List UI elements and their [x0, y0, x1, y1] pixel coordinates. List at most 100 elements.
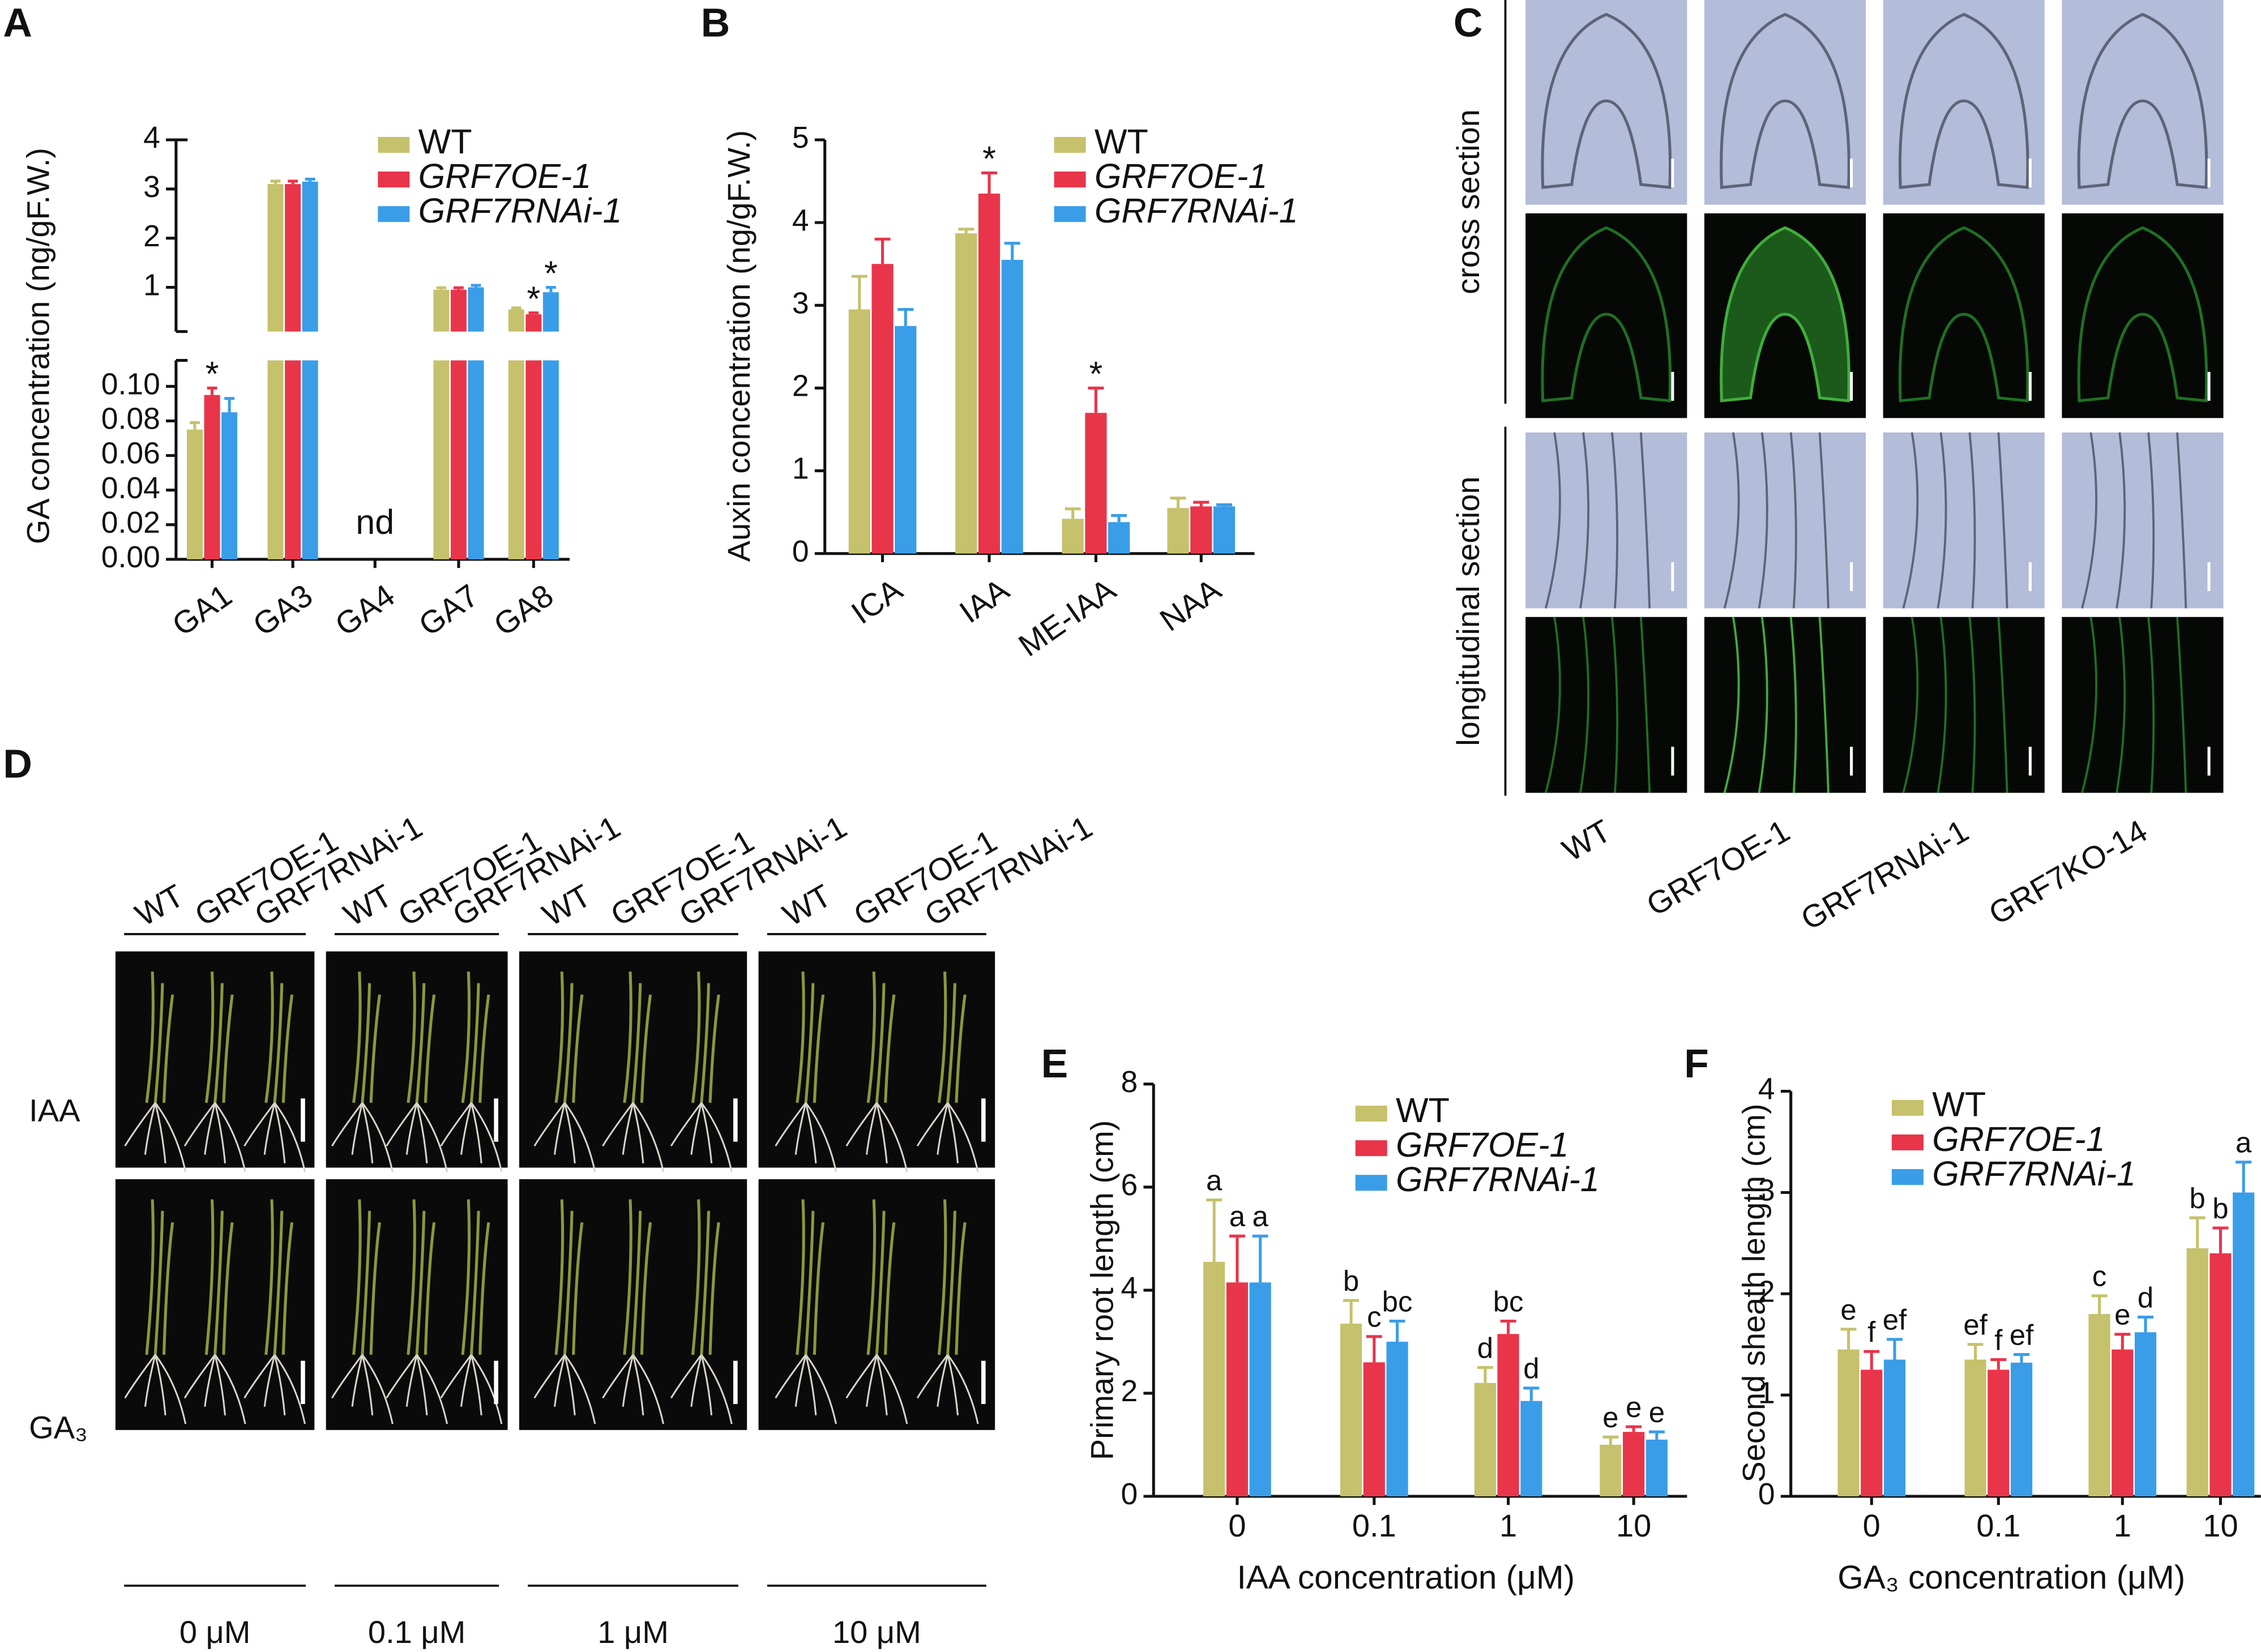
tissue [2147, 617, 2155, 793]
root [263, 1354, 276, 1407]
tissue [1997, 617, 2008, 793]
seedling [213, 983, 224, 1103]
root [263, 1102, 276, 1155]
y-tick-label: 6 [1121, 1169, 1138, 1202]
seedling [264, 971, 274, 1103]
tissue [1579, 617, 1589, 793]
letter: e [1840, 1294, 1856, 1326]
bar [1645, 1439, 1668, 1497]
error-bar [1523, 1386, 1540, 1401]
letter: ef [1963, 1309, 1988, 1341]
error-bar [471, 284, 481, 288]
bar [450, 360, 467, 559]
error-bar [1216, 503, 1233, 507]
y-tick-label: 3 [792, 286, 809, 320]
seedling [563, 983, 574, 1103]
seedling [478, 1222, 490, 1355]
error-bar [2212, 1226, 2229, 1253]
root [386, 1354, 418, 1399]
row-label: GA₃ [29, 1410, 88, 1445]
significance: * [544, 254, 558, 292]
tissue [1544, 432, 1561, 609]
micrograph [1704, 617, 1866, 793]
root [416, 1354, 448, 1424]
root [632, 1354, 644, 1416]
root [632, 1354, 665, 1424]
root [214, 1354, 226, 1416]
bar [1226, 1282, 1249, 1497]
x-tick-label: ICA [845, 571, 909, 631]
root [690, 1354, 703, 1407]
root [700, 1354, 733, 1424]
bar [1988, 1369, 2010, 1497]
seedling [708, 1222, 720, 1355]
root [273, 1354, 306, 1424]
seedling [264, 1199, 274, 1355]
letter: ef [2010, 1319, 2034, 1351]
letter: d [1523, 1353, 1539, 1385]
seedling [222, 994, 234, 1103]
y-tick-label: 2 [1758, 1275, 1775, 1308]
panel-label: D [3, 741, 32, 786]
seedling [153, 1210, 164, 1355]
root [416, 1354, 428, 1416]
root [204, 1102, 216, 1155]
bar [285, 360, 301, 559]
bar [2209, 1253, 2232, 1497]
error-bar [1840, 1328, 1857, 1350]
tissue [2077, 226, 2208, 403]
tissue [1902, 617, 1919, 793]
tissue [1720, 226, 1850, 403]
root [554, 1102, 566, 1155]
y-tick-label: 4 [792, 204, 809, 237]
seedling [937, 971, 947, 1103]
column-label: WT [1556, 812, 1617, 868]
micrograph [1883, 213, 2045, 418]
error-bar [1990, 1358, 2007, 1370]
x-tick-label: 0 [1228, 1508, 1246, 1543]
letter: d [2138, 1281, 2153, 1313]
column-label: GRF7KO-14 [1982, 812, 2153, 931]
root [124, 1102, 156, 1147]
error-bar [1389, 1319, 1405, 1342]
x-tick-label: 1 [1499, 1508, 1517, 1543]
y-tick-label: 5 [792, 121, 809, 155]
bar [1837, 1349, 1860, 1497]
letter: e [1626, 1391, 1642, 1423]
root [632, 1102, 644, 1163]
root [564, 1102, 596, 1172]
root [405, 1354, 418, 1407]
bar [1340, 1324, 1362, 1497]
micrograph [2062, 213, 2224, 418]
legend-label: WT [1932, 1085, 1986, 1124]
row-label: longitudinal section [1450, 476, 1486, 746]
tissue [1611, 617, 1619, 793]
legend-swatch [1355, 1140, 1387, 1157]
seedling [691, 1199, 701, 1355]
root [670, 1102, 702, 1147]
tissue [1639, 617, 1651, 793]
seedling [804, 983, 815, 1103]
bar [508, 309, 524, 332]
bar [1213, 506, 1236, 554]
legend-label: GRF7RNAi-1 [1396, 1160, 1600, 1199]
seedling [204, 971, 215, 1103]
root [154, 1102, 187, 1172]
seedling [640, 1222, 652, 1355]
root [273, 1102, 286, 1163]
bar [267, 360, 284, 559]
seedling [554, 971, 565, 1103]
tissue [1541, 226, 1672, 403]
x-tick-label: 0.1 [1976, 1508, 2020, 1543]
letter: f [1994, 1324, 2003, 1356]
x-tick-label: 0 [1863, 1508, 1880, 1543]
x-tick-label: GA4 [328, 577, 401, 643]
error-bar [1252, 1234, 1268, 1283]
seedling [407, 971, 416, 1103]
letter: bc [1382, 1285, 1413, 1317]
seedling [352, 971, 362, 1103]
letter: a [1206, 1164, 1223, 1196]
seedling [946, 983, 956, 1103]
error-bar [1648, 1430, 1665, 1440]
x-tick-label: NAA [1153, 571, 1228, 638]
